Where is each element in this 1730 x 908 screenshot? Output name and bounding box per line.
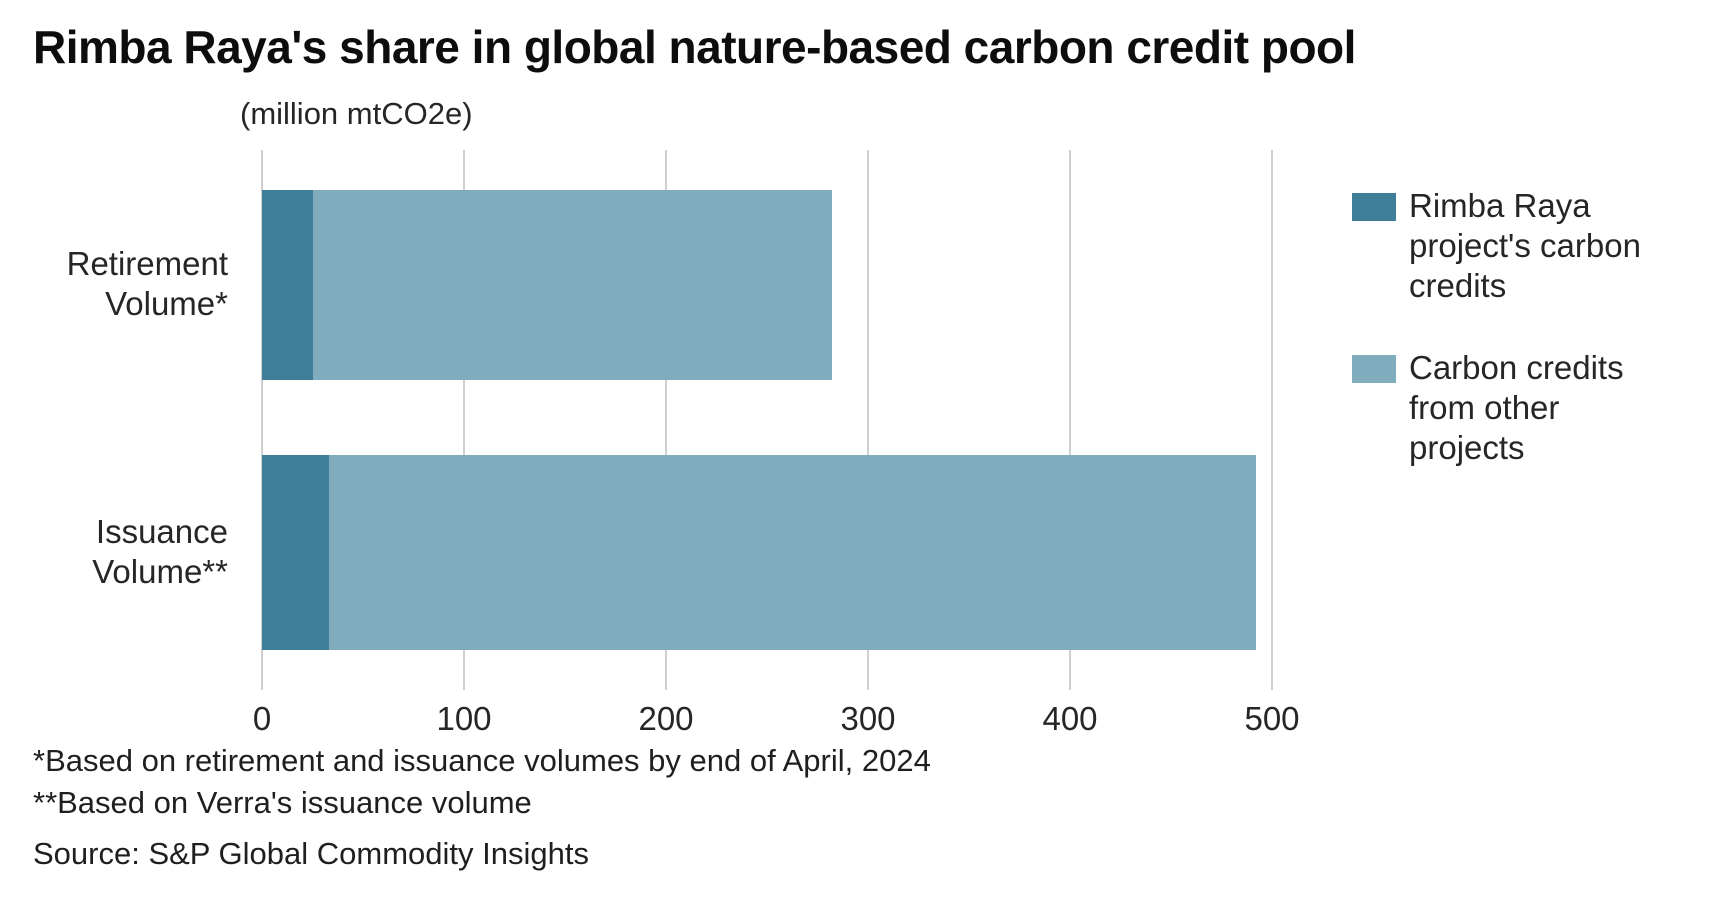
bar-segment-rimba-raya [262,455,329,650]
gridline [867,150,869,690]
legend-item-rimba-raya: Rimba Raya project's carbon credits [1352,186,1682,306]
category-label-retirement-volume: Retirement Volume* [66,245,228,322]
footnote-april-2024: *Based on retirement and issuance volume… [33,743,931,778]
footnote-verra: **Based on Verra's issuance volume [33,785,532,820]
legend: Rimba Raya project's carbon credits Carb… [1352,186,1682,510]
x-tick-label: 300 [840,700,896,737]
bar-segment-other-projects [328,455,1256,650]
legend-label-other-projects: Carbon credits from other projects [1409,349,1624,466]
x-tick-label: 0 [252,700,272,737]
source-line: Source: S&P Global Commodity Insights [33,836,589,871]
plot-area [261,150,1273,690]
x-axis: 0 100 200 300 400 500 [253,700,1300,742]
gridline [261,150,263,690]
footnotes: *Based on retirement and issuance volume… [33,740,931,875]
bar-retirement-volume [262,190,1272,380]
legend-swatch-other-projects [1352,355,1396,383]
gridline [1271,150,1273,690]
x-tick-label: 500 [1244,700,1300,737]
legend-label-rimba-raya: Rimba Raya project's carbon credits [1409,187,1641,304]
bar-issuance-volume [262,455,1272,650]
x-tick-label: 400 [1042,700,1098,737]
chart-unit-label: (million mtCO2e) [240,96,473,131]
gridline [665,150,667,690]
gridline [463,150,465,690]
x-tick-label: 200 [638,700,694,737]
category-label-issuance-volume: Issuance Volume** [92,513,228,590]
bar-segment-rimba-raya [262,190,313,380]
legend-swatch-rimba-raya [1352,193,1396,221]
chart-title: Rimba Raya's share in global nature-base… [33,21,1356,73]
x-tick-label: 100 [436,700,492,737]
gridline [1069,150,1071,690]
bar-segment-other-projects [312,190,832,380]
legend-item-other-projects: Carbon credits from other projects [1352,348,1682,468]
